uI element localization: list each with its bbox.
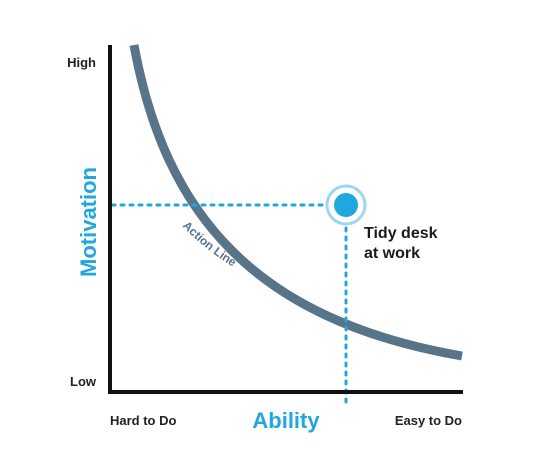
point-label-line-2: at work (364, 245, 420, 262)
x-axis-title: Ability (252, 408, 320, 433)
x-axis-high-label: Easy to Do (395, 413, 462, 428)
point-marker (334, 193, 358, 217)
x-axis-low-label: Hard to Do (110, 413, 177, 428)
y-axis-high-label: High (67, 55, 96, 70)
y-axis-title: Motivation (76, 167, 101, 277)
action-line-curve (129, 44, 463, 361)
y-axis-low-label: Low (70, 374, 97, 389)
point-label-line-1: Tidy desk (364, 225, 438, 242)
